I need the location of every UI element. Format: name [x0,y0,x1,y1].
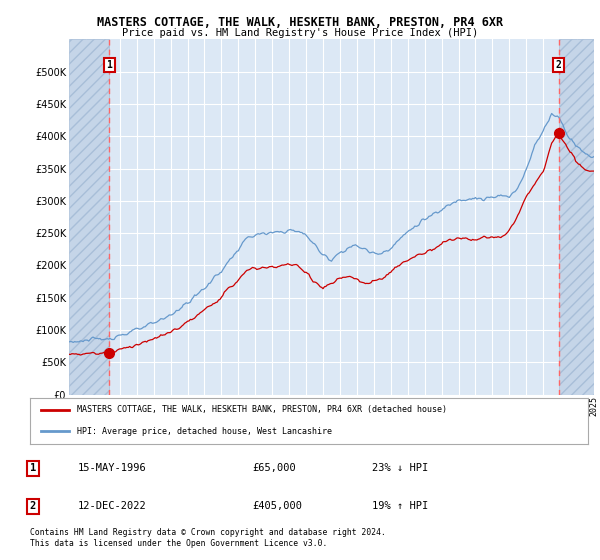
Text: Contains HM Land Registry data © Crown copyright and database right 2024.
This d: Contains HM Land Registry data © Crown c… [30,528,386,548]
Text: Price paid vs. HM Land Registry's House Price Index (HPI): Price paid vs. HM Land Registry's House … [122,28,478,38]
Text: 12-DEC-2022: 12-DEC-2022 [78,501,147,511]
Text: £65,000: £65,000 [252,463,296,473]
Text: MASTERS COTTAGE, THE WALK, HESKETH BANK, PRESTON, PR4 6XR (detached house): MASTERS COTTAGE, THE WALK, HESKETH BANK,… [77,405,448,414]
Bar [559,39,594,395]
Bar [69,39,109,395]
Text: £405,000: £405,000 [252,501,302,511]
Text: 2: 2 [30,501,36,511]
Text: MASTERS COTTAGE, THE WALK, HESKETH BANK, PRESTON, PR4 6XR: MASTERS COTTAGE, THE WALK, HESKETH BANK,… [97,16,503,29]
Text: HPI: Average price, detached house, West Lancashire: HPI: Average price, detached house, West… [77,427,332,436]
Text: 2: 2 [556,60,562,70]
Text: 15-MAY-1996: 15-MAY-1996 [78,463,147,473]
Text: 23% ↓ HPI: 23% ↓ HPI [372,463,428,473]
Text: 19% ↑ HPI: 19% ↑ HPI [372,501,428,511]
Text: 1: 1 [106,60,112,70]
Text: 1: 1 [30,463,36,473]
